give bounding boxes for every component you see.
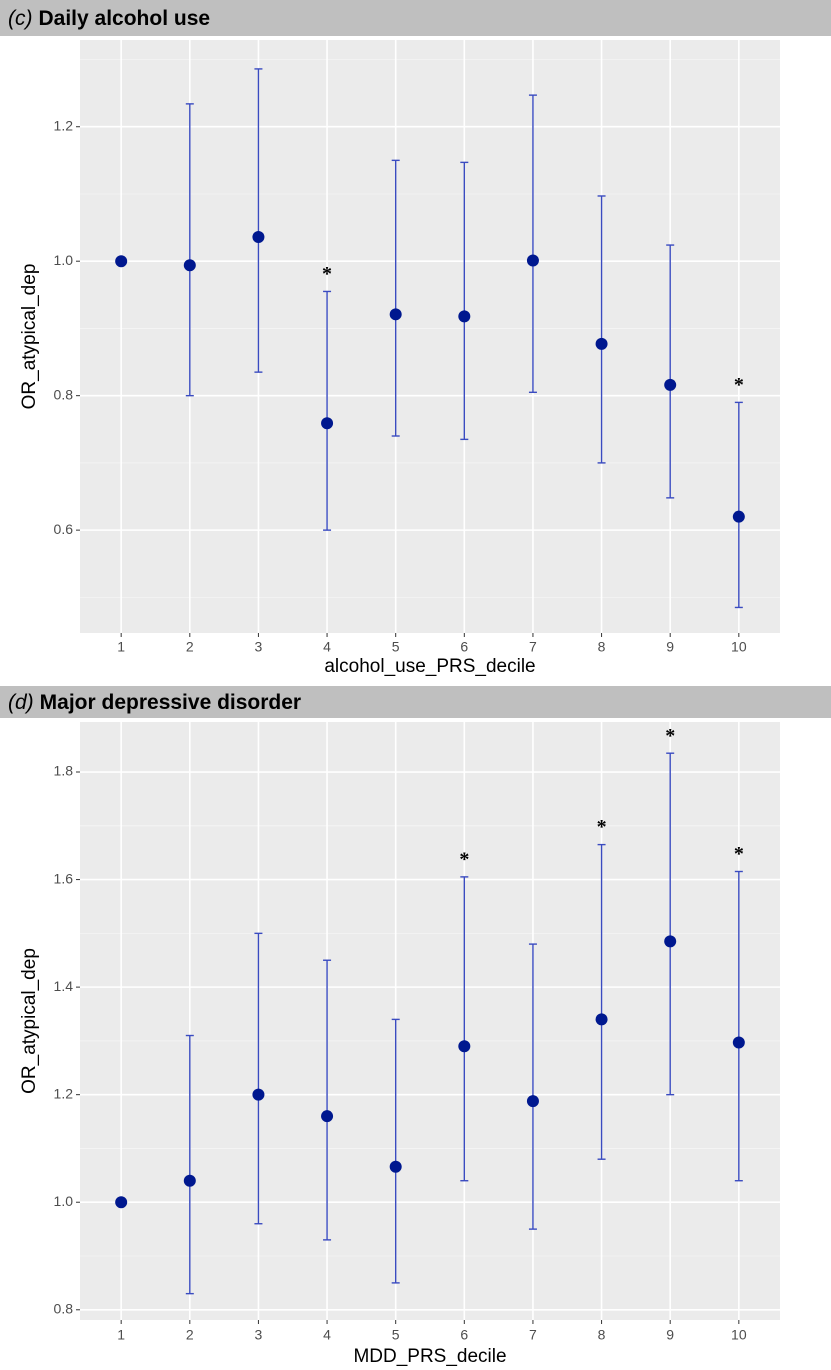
point [526,254,539,267]
x-tick-label: 6 [460,1327,468,1343]
point [252,1088,265,1101]
x-tick-label: 10 [731,639,747,655]
plot-panel [80,722,780,1320]
x-tick-label: 8 [598,1327,606,1343]
x-tick-label: 5 [392,1327,400,1343]
y-tick-label: 1.2 [54,1085,74,1101]
x-tick-label: 1 [117,1327,125,1343]
panel-header-text: (c) Daily alcohol use [8,7,210,30]
point [526,1095,539,1108]
significance-mark: * [459,848,469,870]
x-tick-label: 7 [529,639,537,655]
y-tick-label: 0.6 [54,521,74,537]
x-tick-label: 10 [731,1327,747,1343]
point [321,1110,334,1123]
x-tick-label: 3 [255,639,263,655]
point [595,337,608,350]
point [321,417,334,430]
x-axis-title: MDD_PRS_decile [353,1346,506,1367]
x-tick-label: 4 [323,1327,331,1343]
x-tick-label: 9 [666,1327,674,1343]
x-tick-label: 1 [117,639,125,655]
x-tick-label: 2 [186,639,194,655]
x-tick-label: 3 [255,1327,263,1343]
panel-title: Major depressive disorder [40,691,301,714]
panel-header-text: (d) Major depressive disorder [8,691,301,714]
x-tick-label: 9 [666,639,674,655]
point [115,1196,128,1209]
point [389,1160,402,1173]
x-tick-label: 8 [598,639,606,655]
y-tick-label: 1.2 [54,117,74,133]
point [183,259,196,272]
point [732,1036,745,1049]
panel-header [0,0,831,36]
point [389,308,402,321]
y-axis-title: OR_atypical_dep [19,948,40,1094]
panel: (c) Daily alcohol use 0.6 0.8 1.0 1.2 1 2 3 4 5 6 7 8… [0,0,831,677]
panel-header [0,686,831,718]
x-tick-label: 4 [323,639,331,655]
x-tick-label: 6 [460,639,468,655]
point [595,1013,608,1026]
plot-panel [80,40,780,633]
panel: (d) Major depressive disorder 0.8 1.0 1.2 1.4… [0,686,831,1367]
significance-mark: * [734,843,744,865]
panel-title: Daily alcohol use [39,7,211,30]
significance-mark: * [597,816,607,838]
panel-label: (d) [8,691,34,714]
point [664,378,677,391]
x-axis-title: alcohol_use_PRS_decile [324,656,535,677]
y-tick-label: 1.0 [54,1193,74,1209]
significance-mark: * [734,374,744,396]
y-axis-title: OR_atypical_dep [19,264,40,410]
point [115,255,128,268]
significance-mark: * [665,725,675,747]
point [458,1040,471,1053]
point [664,935,677,948]
point [732,510,745,523]
y-tick-label: 1.8 [54,763,74,779]
panel-label: (c) [8,7,33,30]
x-tick-label: 2 [186,1327,194,1343]
significance-mark: * [322,263,332,285]
x-tick-label: 7 [529,1327,537,1343]
y-tick-label: 1.4 [54,978,74,994]
point [183,1174,196,1187]
y-tick-label: 0.8 [54,386,74,402]
x-tick-label: 5 [392,639,400,655]
point [252,230,265,243]
y-tick-label: 1.6 [54,870,74,886]
y-tick-label: 0.8 [54,1300,74,1316]
y-tick-label: 1.0 [54,252,74,268]
point [458,310,471,323]
